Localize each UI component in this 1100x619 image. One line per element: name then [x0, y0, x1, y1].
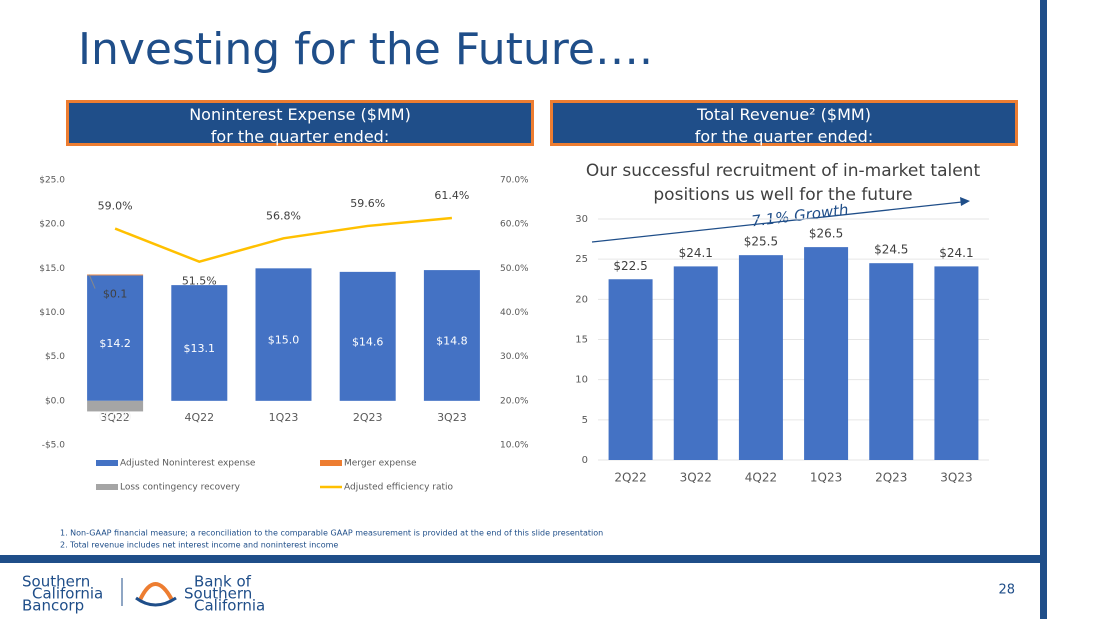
y2-tick-label: 70.0%: [500, 176, 529, 186]
chart-subtitle: positions us well for the future: [653, 185, 912, 205]
y-tick-label: $0.0: [45, 396, 65, 406]
x-tick-label: 2Q23: [353, 411, 383, 424]
legend-swatch: [96, 484, 118, 490]
data-label: $22.5: [613, 259, 647, 273]
y-tick-label: $25.0: [39, 176, 65, 186]
data-label: $24.1: [939, 246, 973, 260]
y2-tick-label: 50.0%: [500, 264, 529, 274]
bar: [87, 275, 144, 401]
bar: [673, 266, 718, 460]
header-box: Noninterest Expense ($MM) for the quarte…: [66, 100, 534, 146]
bar: [608, 279, 653, 460]
arrow-head: [960, 197, 970, 206]
x-tick-label: 3Q22: [100, 411, 130, 424]
data-label: $24.5: [874, 243, 908, 257]
y2-tick-label: 10.0%: [500, 441, 529, 451]
legend-label: Merger expense: [344, 459, 417, 469]
y-tick-label: $15.0: [39, 264, 65, 274]
data-label: $24.1: [679, 246, 713, 260]
data-label: $0.1: [103, 288, 128, 301]
logo-text: California: [194, 597, 265, 615]
bar: [255, 268, 312, 401]
y2-tick-label: 30.0%: [500, 352, 529, 362]
data-label: $25.5: [744, 235, 778, 249]
header-line: Noninterest Expense ($MM): [189, 105, 411, 124]
x-tick-label: 3Q23: [940, 471, 972, 485]
bar: [339, 271, 396, 401]
data-label: ($1.2): [99, 409, 132, 422]
x-tick-label: 1Q23: [269, 411, 299, 424]
y-tick-label: 25: [575, 254, 588, 265]
bar: [423, 270, 480, 401]
bar: [869, 263, 914, 460]
x-tick-label: 4Q22: [745, 471, 777, 485]
bar: [87, 400, 144, 412]
header-box: Total Revenue² ($MM) for the quarter end…: [550, 100, 1018, 146]
x-tick-label: 2Q22: [614, 471, 646, 485]
bar: [804, 247, 849, 460]
data-label: 59.0%: [98, 200, 133, 213]
x-tick-label: 4Q22: [184, 411, 214, 424]
y-tick-label: 30: [575, 214, 588, 225]
bar: [738, 255, 783, 460]
y-tick-label: 10: [575, 375, 588, 386]
y-tick-label: $10.0: [39, 308, 65, 318]
footnote: 2. Total revenue includes net interest i…: [60, 541, 338, 550]
legend-swatch: [320, 460, 342, 466]
data-label: 59.6%: [350, 197, 385, 210]
logo-text: California: [32, 585, 103, 603]
logo-mark: [135, 596, 177, 607]
y-tick-label: 15: [575, 335, 588, 346]
leader-line: [88, 274, 96, 289]
data-label: $14.6: [352, 335, 384, 348]
footnote: 1. Non-GAAP financial measure; a reconci…: [60, 529, 603, 538]
y-tick-label: $20.0: [39, 220, 65, 230]
x-tick-label: 3Q23: [437, 411, 467, 424]
bar: [934, 266, 979, 460]
y2-tick-label: 40.0%: [500, 308, 529, 318]
data-label: $13.1: [184, 342, 216, 355]
data-label: $14.2: [99, 337, 131, 350]
logo-text: Bank of: [194, 573, 252, 591]
growth-arrow: [591, 201, 963, 243]
bottom-bar: [0, 555, 1047, 563]
page-number: 28: [998, 583, 1015, 598]
header-line: for the quarter ended:: [694, 127, 874, 146]
logo-text: Southern: [22, 573, 90, 591]
data-label: $15.0: [268, 334, 300, 347]
y-tick-label: $5.0: [45, 352, 65, 362]
y2-tick-label: 60.0%: [500, 220, 529, 230]
legend-label: Adjusted efficiency ratio: [344, 483, 454, 493]
y-tick-label: 5: [582, 415, 588, 426]
data-label: $26.5: [809, 227, 843, 241]
logo-text: Bancorp: [22, 597, 84, 615]
legend-swatch: [96, 460, 118, 466]
x-tick-label: 3Q22: [680, 471, 712, 485]
y-tick-label: -$5.0: [42, 441, 66, 451]
bar: [87, 274, 144, 276]
x-tick-label: 1Q23: [810, 471, 842, 485]
header-line: for the quarter ended:: [210, 127, 390, 146]
bar: [171, 285, 228, 401]
data-label: 61.4%: [434, 189, 469, 202]
y-tick-label: 0: [582, 455, 588, 466]
data-label: $14.8: [436, 334, 468, 347]
legend-label: Loss contingency recovery: [120, 483, 241, 493]
chart-subtitle: Our successful recruitment of in-market …: [586, 161, 981, 181]
data-label: 51.5%: [182, 275, 217, 288]
x-tick-label: 2Q23: [875, 471, 907, 485]
header-line: Total Revenue² ($MM): [697, 105, 871, 124]
logo-text: Southern: [184, 585, 252, 603]
y2-tick-label: 20.0%: [500, 396, 529, 406]
data-label: 56.8%: [266, 209, 301, 222]
logo-mark: [138, 582, 174, 601]
side-bar: [1040, 0, 1047, 619]
line: [114, 216, 453, 264]
slide-title: Investing for the Future….: [78, 24, 653, 75]
y-tick-label: 20: [575, 294, 588, 305]
legend-label: Adjusted Noninterest expense: [120, 459, 256, 469]
